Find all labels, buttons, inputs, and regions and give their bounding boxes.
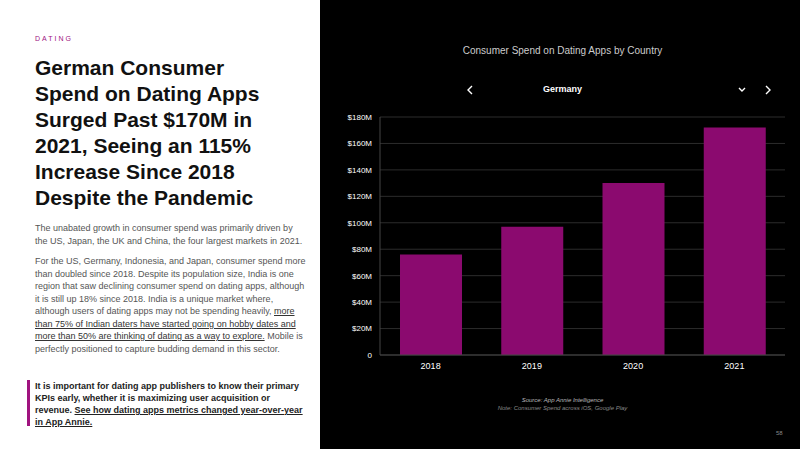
html-text:For the US, Germany, Indonesia: For the US, Germany, Indonesia, and Japa…: [35, 256, 306, 354]
html-text:58: 58: [776, 430, 783, 436]
svg-text:2020: 2020: [623, 361, 643, 371]
svg-text:2021: 2021: [724, 361, 744, 371]
svg-text:2018: 2018: [421, 361, 441, 371]
html-text:German Consumer Spend on Datin: German Consumer Spend on Dating Apps Sur…: [35, 56, 260, 209]
html-text:It is important for dating app: It is important for dating app publisher…: [35, 381, 303, 427]
svg-text:$40M: $40M: [352, 298, 372, 307]
svg-text:$80M: $80M: [352, 245, 372, 254]
svg-text:$180M: $180M: [348, 113, 373, 122]
svg-text:$120M: $120M: [348, 192, 373, 201]
html-text:The unabated growth in consume: The unabated growth in consumer spend wa…: [35, 223, 303, 246]
html-text:Source: App Annie Intelligence: Source: App Annie Intelligence: [521, 397, 604, 403]
html-text:Germany: Germany: [543, 84, 582, 94]
svg-text:$160M: $160M: [348, 139, 373, 148]
svg-text:$60M: $60M: [352, 272, 372, 281]
svg-text:$140M: $140M: [348, 166, 373, 175]
html-text:DATING: DATING: [35, 35, 73, 42]
svg-text:$100M: $100M: [348, 219, 373, 228]
svg-text:2019: 2019: [522, 361, 542, 371]
html-text:Consumer Spend on Dating Apps: Consumer Spend on Dating Apps by Country: [462, 45, 663, 56]
svg-text:$20M: $20M: [352, 324, 372, 333]
svg-text:0: 0: [368, 351, 373, 360]
html-text:Note: Consumer Spend across iO: Note: Consumer Spend across iOS, Google …: [497, 405, 628, 411]
